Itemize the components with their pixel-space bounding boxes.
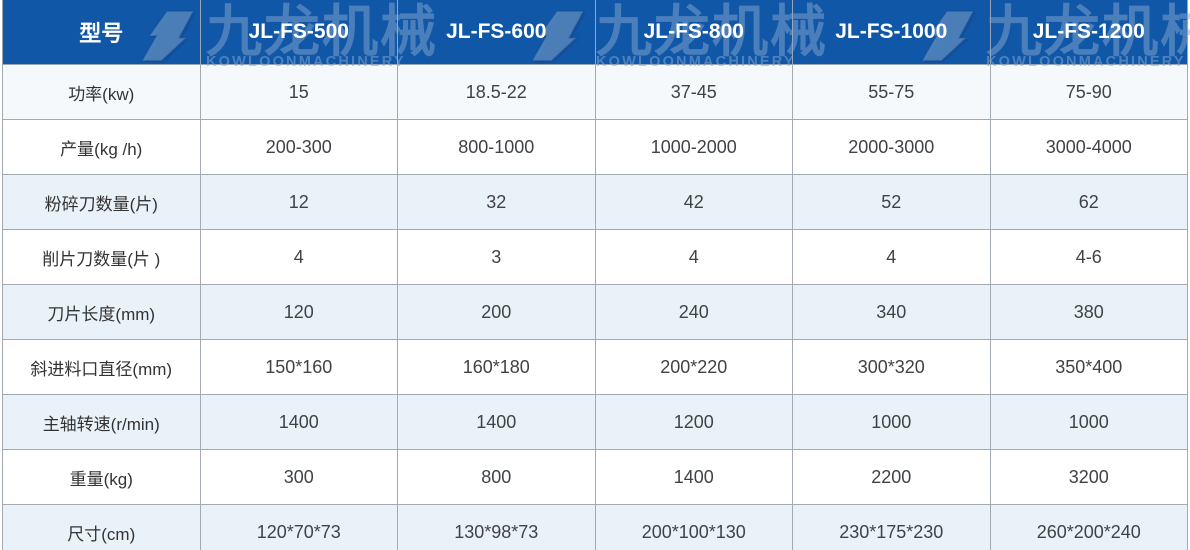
value-cell: 12 [199, 174, 398, 230]
table-row: 尺寸(cm) 120*70*73 130*98*73 200*100*130 230*1… [2, 504, 1188, 550]
table-row: 斜进料口直径(mm) 150*160 160*180 200*220 300*320 35… [2, 339, 1188, 395]
value-cell: 1400 [397, 394, 596, 450]
value-cell: 52 [792, 174, 991, 230]
table-row: 粉碎刀数量(片) 12 32 42 52 62 [2, 174, 1188, 230]
row-label: 主轴转速(r/min) [2, 394, 201, 450]
table-row: 刀片长度(mm) 120 200 240 340 380 [2, 284, 1188, 340]
value-cell: 1000-2000 [594, 119, 793, 175]
value-cell: 150*160 [199, 339, 398, 395]
value-cell: 55-75 [792, 64, 991, 120]
header-label: JL-FS-1200 [1032, 20, 1145, 43]
value-cell: 260*200*240 [989, 504, 1188, 550]
value-cell: 37-45 [594, 64, 793, 120]
value-cell: 800-1000 [397, 119, 596, 175]
value-cell: 1000 [989, 394, 1188, 450]
table-row: 重量(kg) 300 800 1400 2200 3200 [2, 449, 1188, 505]
model-header-jl-fs-1200: JL-FS-1200 [989, 0, 1188, 65]
value-cell: 300*320 [792, 339, 991, 395]
row-label: 削片刀数量(片 ) [2, 229, 201, 285]
row-label: 斜进料口直径(mm) [2, 339, 201, 395]
row-label: 刀片长度(mm) [2, 284, 201, 340]
value-cell: 3 [397, 229, 596, 285]
value-cell: 380 [989, 284, 1188, 340]
value-cell: 200-300 [199, 119, 398, 175]
row-label: 尺寸(cm) [2, 504, 201, 550]
header-label: 型号 [79, 21, 124, 46]
spec-table-header: 型号 JL-FS-500 JL-FS-600 JL-FS-800 JL-FS-1000 J… [2, 0, 1188, 65]
value-cell: 4 [792, 229, 991, 285]
header-label: JL-FS-600 [446, 20, 547, 43]
table-row: 削片刀数量(片 ) 4 3 4 4 4-6 [2, 229, 1188, 285]
value-cell: 1400 [199, 394, 398, 450]
value-cell: 230*175*230 [792, 504, 991, 550]
value-cell: 130*98*73 [397, 504, 596, 550]
value-cell: 62 [989, 174, 1188, 230]
value-cell: 350*400 [989, 339, 1188, 395]
value-cell: 15 [199, 64, 398, 120]
value-cell: 1400 [594, 449, 793, 505]
value-cell: 75-90 [989, 64, 1188, 120]
value-cell: 32 [397, 174, 596, 230]
model-column-header: 型号 [2, 0, 201, 65]
value-cell: 160*180 [397, 339, 596, 395]
value-cell: 3000-4000 [989, 119, 1188, 175]
model-header-jl-fs-500: JL-FS-500 [199, 0, 398, 65]
value-cell: 200*220 [594, 339, 793, 395]
header-label: JL-FS-1000 [835, 20, 948, 43]
value-cell: 340 [792, 284, 991, 340]
value-cell: 1000 [792, 394, 991, 450]
model-header-jl-fs-1000: JL-FS-1000 [792, 0, 991, 65]
table-row: 功率(kw) 15 18.5-22 37-45 55-75 75-90 [2, 64, 1188, 120]
value-cell: 4 [199, 229, 398, 285]
header-label: JL-FS-500 [248, 20, 349, 43]
model-header-jl-fs-600: JL-FS-600 [397, 0, 596, 65]
table-row: 产量(kg /h) 200-300 800-1000 1000-2000 2000-30… [2, 119, 1188, 175]
value-cell: 800 [397, 449, 596, 505]
value-cell: 120 [199, 284, 398, 340]
table-row: 主轴转速(r/min) 1400 1400 1200 1000 1000 [2, 394, 1188, 450]
value-cell: 18.5-22 [397, 64, 596, 120]
value-cell: 42 [594, 174, 793, 230]
value-cell: 240 [594, 284, 793, 340]
header-row: 型号 JL-FS-500 JL-FS-600 JL-FS-800 JL-FS-1000 J… [2, 0, 1188, 65]
value-cell: 120*70*73 [199, 504, 398, 550]
value-cell: 1200 [594, 394, 793, 450]
value-cell: 2200 [792, 449, 991, 505]
row-label: 重量(kg) [2, 449, 201, 505]
value-cell: 2000-3000 [792, 119, 991, 175]
value-cell: 3200 [989, 449, 1188, 505]
value-cell: 300 [199, 449, 398, 505]
value-cell: 200*100*130 [594, 504, 793, 550]
row-label: 功率(kw) [2, 64, 201, 120]
row-label: 产量(kg /h) [2, 119, 201, 175]
model-header-jl-fs-800: JL-FS-800 [594, 0, 793, 65]
spec-table-body: 功率(kw) 15 18.5-22 37-45 55-75 75-90 产量(kg /h) 2… [2, 64, 1188, 550]
row-label: 粉碎刀数量(片) [2, 174, 201, 230]
value-cell: 200 [397, 284, 596, 340]
value-cell: 4-6 [989, 229, 1188, 285]
header-label: JL-FS-800 [643, 20, 744, 43]
value-cell: 4 [594, 229, 793, 285]
